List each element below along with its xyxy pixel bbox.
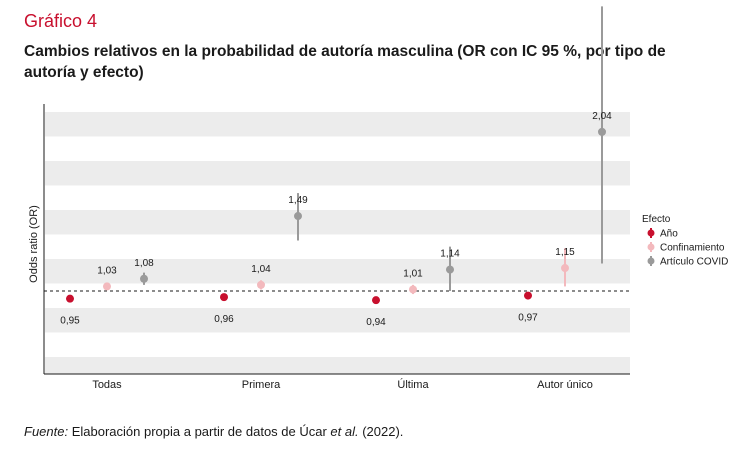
legend-swatch (647, 257, 655, 265)
data-point (446, 265, 454, 274)
source-prefix: Fuente: (24, 424, 69, 439)
chart-marks: 0,95 0,96 0,94 0,97 1,03 1,04 1,01 1,15 1,08 1,49… (60, 6, 612, 328)
figure-title: Cambios relativos en la probabilidad de … (24, 43, 666, 81)
legend-label: Confinamiento (660, 243, 725, 254)
category-label: Primera (242, 379, 281, 391)
data-label: 1,15 (555, 247, 575, 258)
legend: Efecto Año Confinamiento Artículo COVID (642, 214, 728, 268)
data-label: 1,04 (251, 264, 271, 275)
data-label: 1,01 (403, 268, 423, 279)
data-point (561, 264, 569, 273)
category-labels: Todas Primera Última Autor único (92, 378, 593, 391)
source-text-end: (2022). (358, 424, 404, 439)
data-label: 0,94 (366, 317, 386, 328)
data-point (409, 285, 417, 294)
data-label: 0,95 (60, 316, 80, 327)
grid-band (45, 112, 630, 137)
source-note: Fuente: Elaboración propia a partir de d… (24, 424, 403, 439)
legend-swatch (647, 229, 655, 237)
figure-label: Gráfico 4 (24, 11, 98, 31)
category-label: Todas (92, 379, 122, 391)
source-em: et al. (330, 424, 359, 439)
legend-label: Año (660, 229, 678, 240)
grid-band (45, 161, 630, 186)
data-point (372, 296, 380, 305)
legend-label: Artículo COVID (660, 257, 728, 268)
grid-band (45, 308, 630, 333)
data-label: 0,96 (214, 314, 234, 325)
legend-title: Efecto (642, 214, 671, 225)
category-label: Autor único (537, 379, 593, 391)
legend-swatch (647, 243, 655, 251)
grid-band (45, 357, 630, 374)
y-axis-label: Odds ratio (OR) (28, 205, 40, 283)
data-point (140, 274, 148, 283)
data-point (103, 282, 111, 291)
grid-band (45, 210, 630, 235)
grid-bands (45, 112, 630, 374)
data-label: 1,03 (97, 265, 117, 276)
data-point (257, 280, 265, 289)
grid-band (45, 259, 630, 284)
data-label: 1,14 (440, 249, 460, 260)
source-text: Elaboración propia a partir de datos de … (68, 424, 331, 439)
data-label: 1,49 (288, 195, 308, 206)
data-point (524, 291, 532, 300)
data-point (66, 294, 74, 303)
data-point (294, 212, 302, 221)
data-point (220, 293, 228, 302)
data-point (598, 127, 606, 136)
data-label: 0,97 (518, 313, 538, 324)
data-label: 1,08 (134, 258, 154, 269)
data-label: 2,04 (592, 111, 612, 122)
category-label: Última (397, 378, 429, 391)
